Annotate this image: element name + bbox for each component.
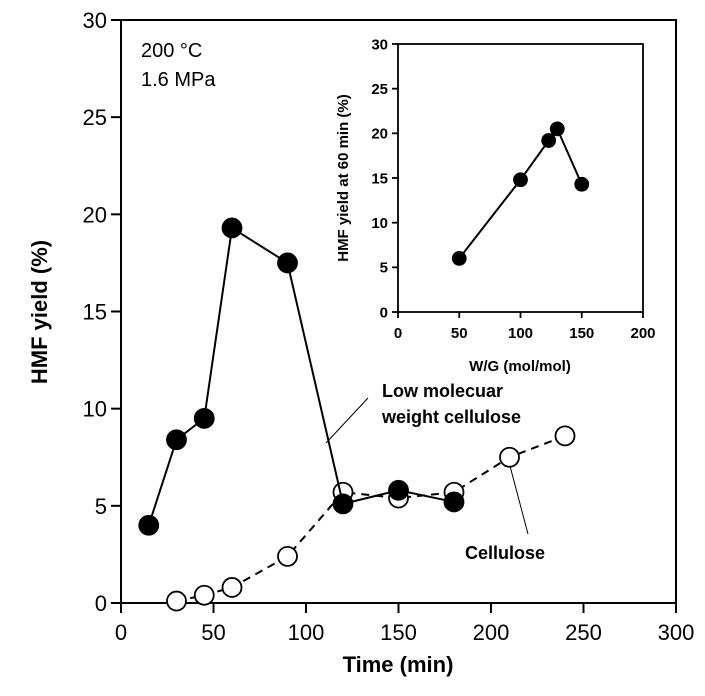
main-x-tick-label: 150 [380, 620, 417, 645]
inset-x-tick-label: 100 [508, 325, 533, 342]
inset-y-tick-label: 15 [371, 170, 388, 187]
main-y-axis-label: HMF yield (%) [27, 240, 52, 384]
inset-x-tick-label: 50 [451, 325, 468, 342]
inset-point [574, 176, 590, 192]
cellulose-point [499, 446, 520, 468]
main-y-tick-label: 20 [83, 202, 107, 227]
lmw-cellulose-point [443, 491, 465, 513]
inset-point [541, 133, 557, 148]
lmw-cellulose-point [277, 252, 298, 274]
lmw-cellulose-point [193, 407, 215, 429]
lmw-annotation-line2: weight cellulose [381, 407, 521, 427]
main-x-tick-label: 0 [115, 620, 127, 645]
main-x-tick-label: 250 [565, 620, 602, 645]
lmw-annotation-leader [325, 397, 369, 444]
lmw-cellulose-point [221, 217, 243, 239]
inset-y-axis-label: HMF yield at 60 min (%) [335, 94, 352, 262]
main-y-tick-label: 25 [83, 105, 107, 130]
inset-y-tick-label: 0 [380, 304, 388, 321]
main-x-tick-label: 300 [658, 620, 695, 645]
main-y-tick-label: 30 [83, 8, 107, 33]
inset-y-tick-label: 20 [371, 126, 388, 143]
condition-temperature: 200 °C [141, 40, 202, 62]
cellulose-point [277, 545, 298, 567]
main-x-tick-label: 100 [288, 620, 325, 645]
main-x-tick-label: 200 [473, 620, 510, 645]
inset-y-tick-label: 30 [371, 36, 388, 53]
main-y-tick-label: 10 [83, 397, 107, 422]
main-x-tick-label: 50 [201, 620, 225, 645]
inset-x-tick-label: 0 [394, 325, 402, 342]
inset-series [451, 121, 590, 266]
inset-point [513, 172, 528, 188]
condition-pressure: 1.6 MPa [141, 69, 216, 91]
main-x-axis-label: Time (min) [343, 652, 454, 677]
inset-point [451, 250, 467, 266]
inset-y-tick-label: 5 [380, 260, 388, 277]
inset-x-tick-label: 150 [569, 325, 594, 342]
cellulose-point [221, 577, 243, 598]
inset-y-tick-label: 25 [371, 81, 388, 98]
cellulose-point [193, 584, 215, 606]
main-y-tick-label: 0 [95, 591, 107, 616]
main-series [138, 217, 576, 612]
lmw-cellulose-point [332, 493, 354, 515]
inset-x-tick-label: 200 [630, 325, 655, 342]
cellulose-annotation: Cellulose [465, 543, 545, 563]
main-y-tick-label: 15 [83, 299, 107, 324]
cellulose-point [166, 590, 187, 612]
lmw-cellulose-point [138, 514, 160, 536]
lmw-annotation-line1: Low molecuar [382, 381, 503, 401]
lmw-cellulose-point [166, 429, 187, 451]
lmw-cellulose-point [388, 479, 409, 501]
cellulose-point [554, 425, 576, 447]
inset-y-tick-label: 10 [371, 215, 388, 232]
main-y-tick-label: 5 [95, 494, 107, 519]
inset-point [549, 121, 565, 137]
cellulose-annotation-leader [509, 465, 529, 535]
inset-x-axis-label: W/G (mol/mol) [469, 358, 571, 375]
